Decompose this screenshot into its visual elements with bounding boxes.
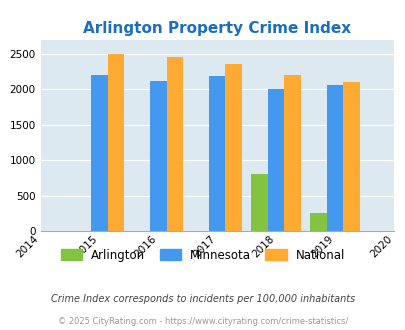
Text: © 2025 CityRating.com - https://www.cityrating.com/crime-statistics/: © 2025 CityRating.com - https://www.city… — [58, 317, 347, 326]
Text: Crime Index corresponds to incidents per 100,000 inhabitants: Crime Index corresponds to incidents per… — [51, 294, 354, 304]
Bar — [209, 77, 225, 231]
Bar — [267, 89, 284, 231]
Bar — [107, 54, 124, 231]
Bar — [284, 75, 300, 231]
Legend: Arlington, Minnesota, National: Arlington, Minnesota, National — [55, 244, 350, 266]
Bar — [91, 75, 107, 231]
Title: Arlington Property Crime Index: Arlington Property Crime Index — [83, 21, 350, 36]
Bar — [166, 57, 183, 231]
Bar — [251, 174, 267, 231]
Bar — [225, 64, 241, 231]
Bar — [150, 81, 166, 231]
Bar — [342, 82, 359, 231]
Bar — [309, 213, 326, 231]
Bar — [326, 85, 342, 231]
